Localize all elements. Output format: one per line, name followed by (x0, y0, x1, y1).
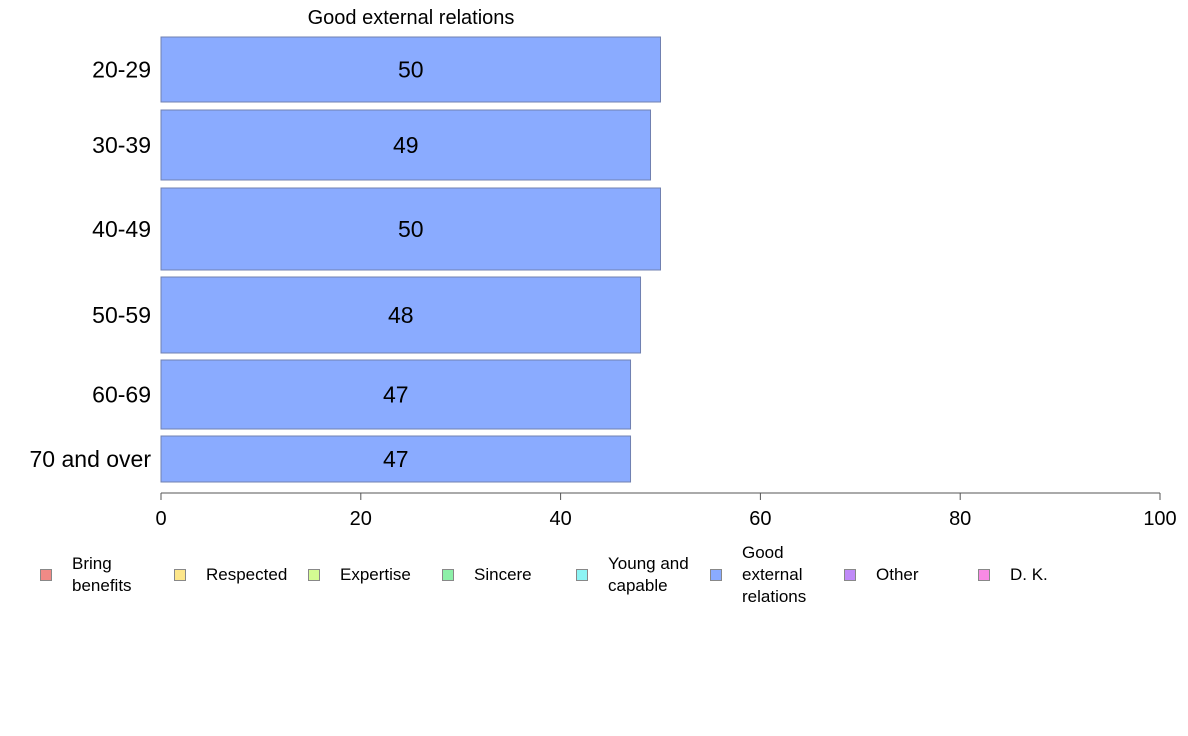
legend-label: D. K. (1010, 565, 1048, 584)
legend-swatch (576, 569, 588, 581)
x-tick-label: 0 (155, 508, 166, 530)
legend-item-young-and-capable: Young and capable (576, 553, 708, 597)
x-axis: 0 20 40 60 80 100 (155, 492, 1177, 530)
legend-label: Other (876, 565, 919, 584)
bar-40-49 (160, 187, 661, 271)
bar-60-69 (160, 359, 632, 430)
legend-label: Respected (206, 565, 288, 584)
legend-swatch (978, 569, 990, 581)
chart-title: Good external relations (308, 7, 515, 29)
category-label: 50-59 (92, 302, 151, 328)
bar-50-59 (160, 276, 642, 354)
bar-70-and-over (160, 435, 632, 483)
category-label: 30-39 (92, 132, 151, 158)
data-label: 48 (388, 302, 414, 328)
legend-item-dk: D. K. (978, 564, 1048, 586)
legend-label: Expertise (340, 565, 411, 584)
data-label: 47 (383, 446, 409, 472)
legend-label: Young and capable (608, 554, 689, 595)
legend-swatch (844, 569, 856, 581)
legend-item-expertise: Expertise (308, 564, 411, 586)
x-tick-label: 100 (1143, 508, 1176, 530)
bar-20-29 (160, 36, 661, 103)
bar-chart: Good external relations 50 49 50 48 47 47 20-… (30, 7, 1177, 530)
legend-item-other: Other (844, 564, 919, 586)
data-label: 47 (383, 382, 409, 408)
category-label: 40-49 (92, 216, 151, 242)
legend-item-good-external-relations: Good external relations (710, 542, 822, 608)
legend-label: Sincere (474, 565, 532, 584)
legend-swatch (442, 569, 454, 581)
data-label: 50 (398, 216, 424, 242)
legend-swatch (710, 569, 722, 581)
legend-swatch (174, 569, 186, 581)
legend-swatch (40, 569, 52, 581)
legend-swatch (308, 569, 320, 581)
bar-30-39 (160, 109, 652, 181)
legend: Bring benefits Respected Expertise Since… (0, 540, 1188, 620)
legend-label: Bring benefits (72, 554, 132, 595)
category-label: 70 and over (30, 446, 152, 472)
x-tick-label: 20 (350, 508, 372, 530)
x-tick-label: 60 (749, 508, 771, 530)
category-labels: 20-29 30-39 40-49 50-59 60-69 70 and over (30, 57, 152, 473)
x-tick-label: 80 (949, 508, 971, 530)
data-label: 49 (393, 132, 419, 158)
legend-item-bring-benefits: Bring benefits (40, 553, 152, 597)
legend-item-respected: Respected (174, 564, 287, 586)
legend-item-sincere: Sincere (442, 564, 532, 586)
legend-label: Good external relations (742, 543, 807, 606)
bars-layer: 50 49 50 48 47 47 (160, 36, 661, 483)
x-tick-label: 40 (549, 508, 571, 530)
data-label: 50 (398, 57, 424, 83)
category-label: 20-29 (92, 57, 151, 83)
category-label: 60-69 (92, 382, 151, 408)
